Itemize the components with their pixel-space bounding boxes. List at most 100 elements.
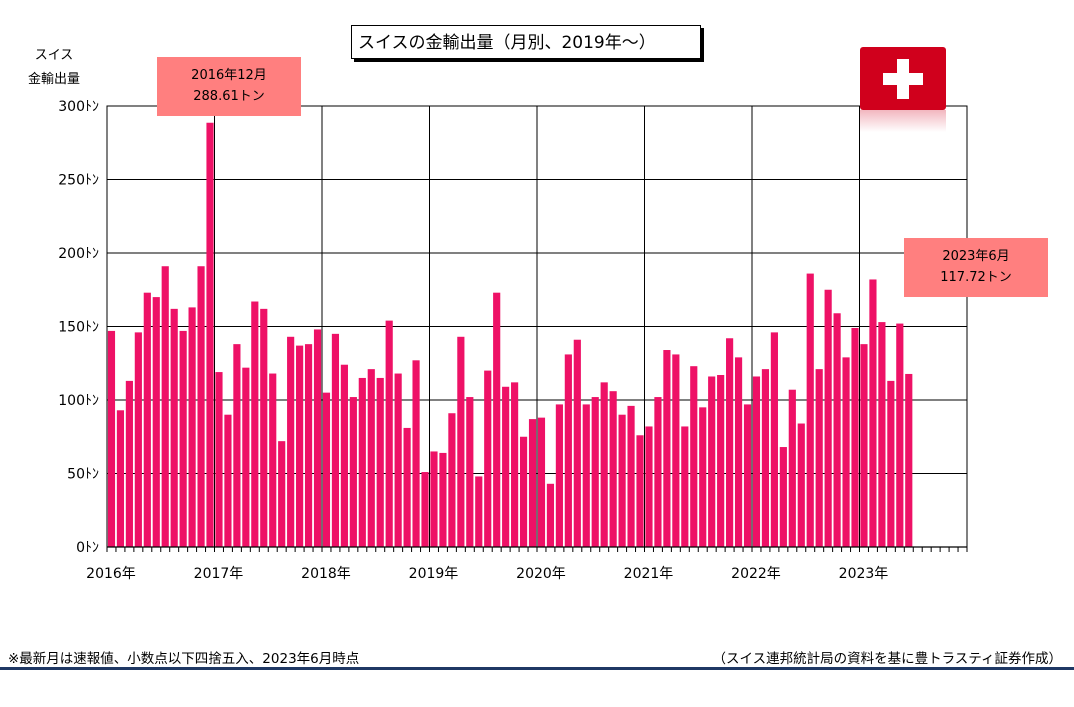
x-tick-label: 2021年 (624, 566, 674, 582)
latest-callout-date: 2023年6月 (942, 249, 1010, 264)
bar (224, 414, 232, 547)
bar (537, 417, 546, 547)
bar (376, 377, 384, 547)
bar (528, 419, 537, 547)
bar (143, 292, 151, 547)
bar (860, 344, 868, 547)
bar (600, 382, 608, 547)
bar (770, 332, 778, 547)
bar (734, 357, 743, 547)
bar (394, 373, 402, 547)
bar (457, 336, 465, 547)
bar (555, 404, 563, 547)
bar (582, 404, 590, 547)
latest-callout: 2023年6月 117.72トン (904, 238, 1048, 297)
bar (466, 397, 474, 547)
bar (215, 372, 223, 547)
bar (430, 451, 438, 547)
bar (824, 289, 832, 547)
bar (134, 332, 142, 547)
bar (493, 292, 501, 547)
bar (502, 386, 510, 547)
source-note: （スイス連邦統計局の資料を基に豊トラスティ証券作成） (712, 651, 1062, 667)
bar (779, 447, 787, 547)
bar (573, 339, 581, 547)
y-tick-label: 200ﾄﾝ (58, 246, 99, 262)
x-tick-label: 2022年 (731, 566, 781, 582)
peak-callout: 2016年12月 288.61トン (157, 57, 301, 116)
bar (340, 364, 348, 547)
bar (251, 301, 259, 547)
bar (152, 297, 160, 547)
bar (242, 367, 250, 547)
bar (878, 322, 886, 547)
x-tick-label: 2019年 (409, 566, 459, 582)
bar (260, 308, 268, 547)
peak-callout-date: 2016年12月 (191, 68, 267, 83)
bar (197, 266, 205, 547)
bar (869, 279, 877, 547)
bar (313, 329, 322, 547)
x-tick-label: 2016年 (86, 566, 136, 582)
bar (511, 382, 519, 547)
bar (717, 375, 725, 547)
bar (439, 452, 447, 547)
y-axis-title-line2: 金輸出量 (27, 72, 80, 87)
bar (403, 427, 411, 547)
bar (188, 307, 196, 547)
swiss-flag-icon (860, 47, 946, 110)
bar (806, 273, 814, 547)
bar (672, 354, 680, 547)
bar (170, 308, 178, 547)
bar (752, 376, 761, 547)
bar (708, 376, 716, 547)
bottom-rule (0, 667, 1074, 670)
bar (367, 369, 375, 547)
bar (322, 392, 331, 547)
bar (107, 330, 116, 547)
bar (296, 345, 304, 547)
bar (421, 472, 429, 547)
footnote: ※最新月は速報値、小数点以下四捨五入、2023年6月時点 (8, 651, 360, 667)
x-tick-label: 2023年 (839, 566, 889, 582)
bar (905, 373, 913, 547)
bar (412, 360, 420, 547)
bar (125, 380, 133, 547)
bar (519, 436, 528, 547)
bar (278, 441, 286, 547)
bar (842, 357, 850, 547)
bar (116, 410, 125, 547)
bar (851, 327, 859, 547)
bar (475, 476, 483, 547)
x-tick-label: 2020年 (516, 566, 566, 582)
bar (636, 435, 644, 547)
bar (726, 338, 734, 547)
bar (385, 320, 393, 547)
bar (287, 336, 295, 547)
bar (743, 404, 752, 547)
bar (788, 389, 796, 547)
bar (564, 354, 572, 547)
y-tick-label: 300ﾄﾝ (58, 99, 99, 115)
bar (690, 366, 698, 547)
flag-reflection (860, 110, 946, 132)
bar (609, 391, 617, 547)
bar (618, 414, 626, 547)
bar (815, 369, 823, 547)
bar (349, 397, 357, 547)
bar (206, 122, 214, 548)
y-tick-label: 50ﾄﾝ (67, 467, 99, 483)
y-axis-title-line1: スイス (34, 48, 74, 63)
bar (448, 413, 456, 547)
x-tick-label: 2018年 (301, 566, 351, 582)
peak-callout-value: 288.61トン (193, 89, 265, 104)
bar (304, 344, 313, 547)
y-axis-title: スイス 金輸出量 (18, 44, 90, 92)
chart-title: スイスの金輸出量（月別、2019年～） (351, 25, 701, 59)
bar (896, 323, 904, 547)
y-tick-label: 0ﾄﾝ (76, 540, 99, 556)
bar (887, 380, 895, 547)
bar (484, 370, 492, 547)
bar (663, 350, 671, 547)
bar (761, 369, 770, 547)
